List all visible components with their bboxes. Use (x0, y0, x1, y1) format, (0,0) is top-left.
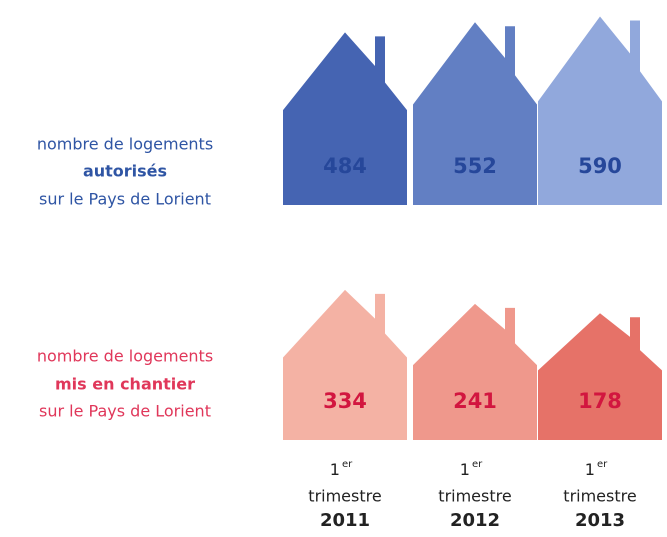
period-unit: trimestre (308, 487, 381, 506)
ordinal-suffix: er (472, 459, 483, 470)
chart: nombre de logements autorisés sur le Pays … (0, 0, 667, 533)
series-label: nombre de logements (37, 135, 213, 154)
house-bar (283, 32, 407, 205)
series-label: nombre de logements (37, 347, 213, 366)
value-label: 552 (453, 154, 497, 178)
x-tick-label: 2013 (575, 510, 625, 531)
period-unit: trimestre (438, 487, 511, 506)
ordinal-number: 1 (460, 460, 470, 479)
ordinal-number: 1 (330, 460, 340, 479)
series-label: autorisés (83, 162, 167, 181)
period-unit: trimestre (563, 487, 636, 506)
value-label: 334 (323, 389, 367, 413)
x-tick-label: 2011 (320, 510, 370, 531)
value-label: 484 (323, 154, 367, 178)
ordinal-suffix: er (597, 459, 608, 470)
house-bar (283, 290, 407, 440)
series-label: mis en chantier (55, 375, 195, 394)
house-bar (538, 313, 662, 440)
x-tick-label: 2012 (450, 510, 500, 531)
value-label: 590 (578, 154, 622, 178)
series-label: sur le Pays de Lorient (39, 190, 211, 209)
ordinal-suffix: er (342, 459, 353, 470)
value-label: 241 (453, 389, 497, 413)
page: {"chart_data": {"type": "house", "period… (0, 0, 667, 533)
value-label: 178 (578, 389, 622, 413)
ordinal-number: 1 (585, 460, 595, 479)
house-bar (413, 304, 537, 440)
series-label: sur le Pays de Lorient (39, 402, 211, 421)
